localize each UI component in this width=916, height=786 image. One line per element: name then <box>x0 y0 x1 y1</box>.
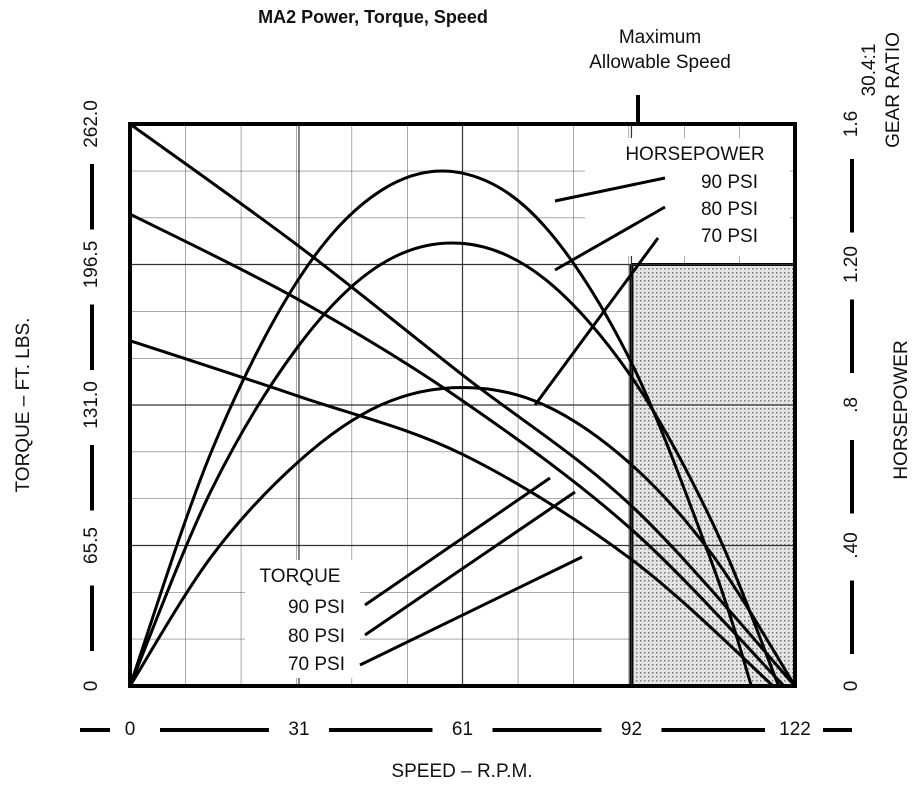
y-tick-label: 262.0 <box>81 100 102 148</box>
y2-tick-label: .40 <box>841 532 862 558</box>
legend-box <box>245 560 360 678</box>
curve <box>128 385 797 687</box>
chart-title: MA2 Power, Torque, Speed <box>258 7 488 27</box>
legend-entry: 80 PSI <box>288 626 345 647</box>
y2-tick-label: 1.20 <box>841 246 862 283</box>
x-tick-label: 122 <box>779 719 811 740</box>
x-tick-label: 61 <box>452 719 473 740</box>
legend-entry: 70 PSI <box>288 654 345 675</box>
curve <box>129 339 775 688</box>
y2-tick-label: 0 <box>841 681 862 692</box>
legend-entry: 70 PSI <box>701 226 758 247</box>
legend-entry: 90 PSI <box>701 172 758 193</box>
legend-entry: 90 PSI <box>288 597 345 618</box>
annotation: Maximum <box>619 27 701 48</box>
curve <box>129 212 786 688</box>
arrow <box>364 476 551 607</box>
y-tick-label: 65.5 <box>81 527 102 564</box>
plot-frame <box>128 122 797 688</box>
legend-heading: TORQUE <box>260 566 341 587</box>
y2-tick-label: .8 <box>841 397 862 413</box>
y-tick-label: 0 <box>81 681 102 692</box>
y2-tick-label: 1.6 <box>841 111 862 137</box>
annotation: Allowable Speed <box>589 52 731 73</box>
restricted-region <box>631 264 795 686</box>
x-tick-label: 31 <box>288 719 309 740</box>
arrow <box>364 490 576 637</box>
y-tick-label: 131.0 <box>81 381 102 429</box>
gear-ratio: GEAR RATIO <box>883 32 904 148</box>
gear-ratio: 30.4:1 <box>859 44 880 97</box>
legend-heading: HORSEPOWER <box>625 144 764 165</box>
y-axis-label: TORQUE – FT. LBS. <box>13 318 34 493</box>
arrow <box>554 205 666 272</box>
curve <box>128 169 753 687</box>
y2-axis-label: HORSEPOWER <box>891 340 912 479</box>
arrow <box>533 237 660 406</box>
y-tick-label: 196.5 <box>81 241 102 289</box>
x-tick-label: 0 <box>125 719 136 740</box>
legend-entry: 80 PSI <box>701 199 758 220</box>
curve <box>129 122 797 688</box>
arrow <box>554 176 666 203</box>
legend-box <box>585 138 790 256</box>
curve <box>128 241 781 687</box>
x-axis-label: SPEED – R.P.M. <box>391 761 532 782</box>
arrow <box>359 555 583 667</box>
x-tick-label: 92 <box>621 719 642 740</box>
